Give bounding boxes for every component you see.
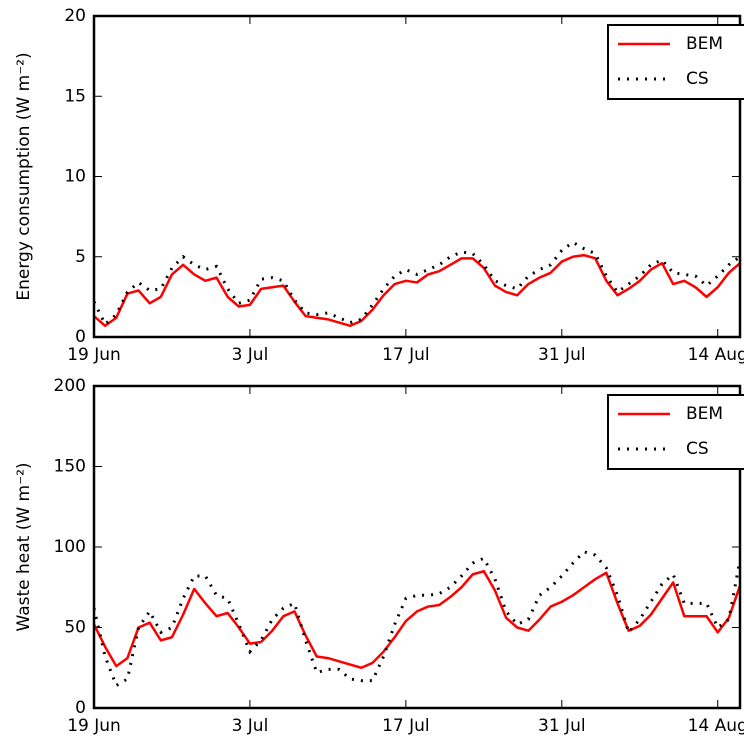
legend-box (607, 24, 744, 100)
x-tick-label: 14 Aug (688, 345, 744, 365)
legend-label: BEM (686, 404, 723, 424)
plot-frame (92, 384, 742, 710)
x-tick-label: 3 Jul (232, 716, 269, 736)
y-tick-label: 20 (64, 6, 86, 26)
x-tick-label: 19 Jun (67, 716, 121, 736)
legend-label: BEM (686, 34, 723, 54)
x-tick-label: 14 Aug (688, 716, 744, 736)
y-tick-label: 100 (54, 537, 86, 557)
legend-label: CS (686, 69, 709, 89)
y-tick-label: 15 (64, 86, 86, 106)
y-tick-label: 150 (54, 457, 86, 477)
y-axis-label: Energy consumption (W m⁻²) (14, 52, 34, 300)
x-tick-label: 31 Jul (538, 716, 586, 736)
y-axis-label: Waste heat (W m⁻²) (14, 462, 34, 631)
y-tick-label: 0 (75, 698, 86, 718)
y-tick-label: 200 (54, 376, 86, 396)
x-tick-label: 19 Jun (67, 345, 121, 365)
series-line (94, 240, 740, 327)
series-line (94, 253, 740, 328)
plot-frame (92, 14, 742, 339)
x-tick-label: 17 Jul (382, 345, 430, 365)
x-tick-label: 3 Jul (232, 345, 269, 365)
series-line (94, 569, 740, 669)
y-tick-label: 50 (64, 618, 86, 638)
y-tick-label: 0 (75, 327, 86, 347)
y-tick-label: 5 (75, 247, 86, 267)
legend-label: CS (686, 439, 709, 459)
x-tick-label: 31 Jul (538, 345, 586, 365)
legend-box (607, 394, 744, 470)
series-line (94, 550, 740, 688)
y-tick-label: 10 (64, 167, 86, 187)
x-tick-label: 17 Jul (382, 716, 430, 736)
